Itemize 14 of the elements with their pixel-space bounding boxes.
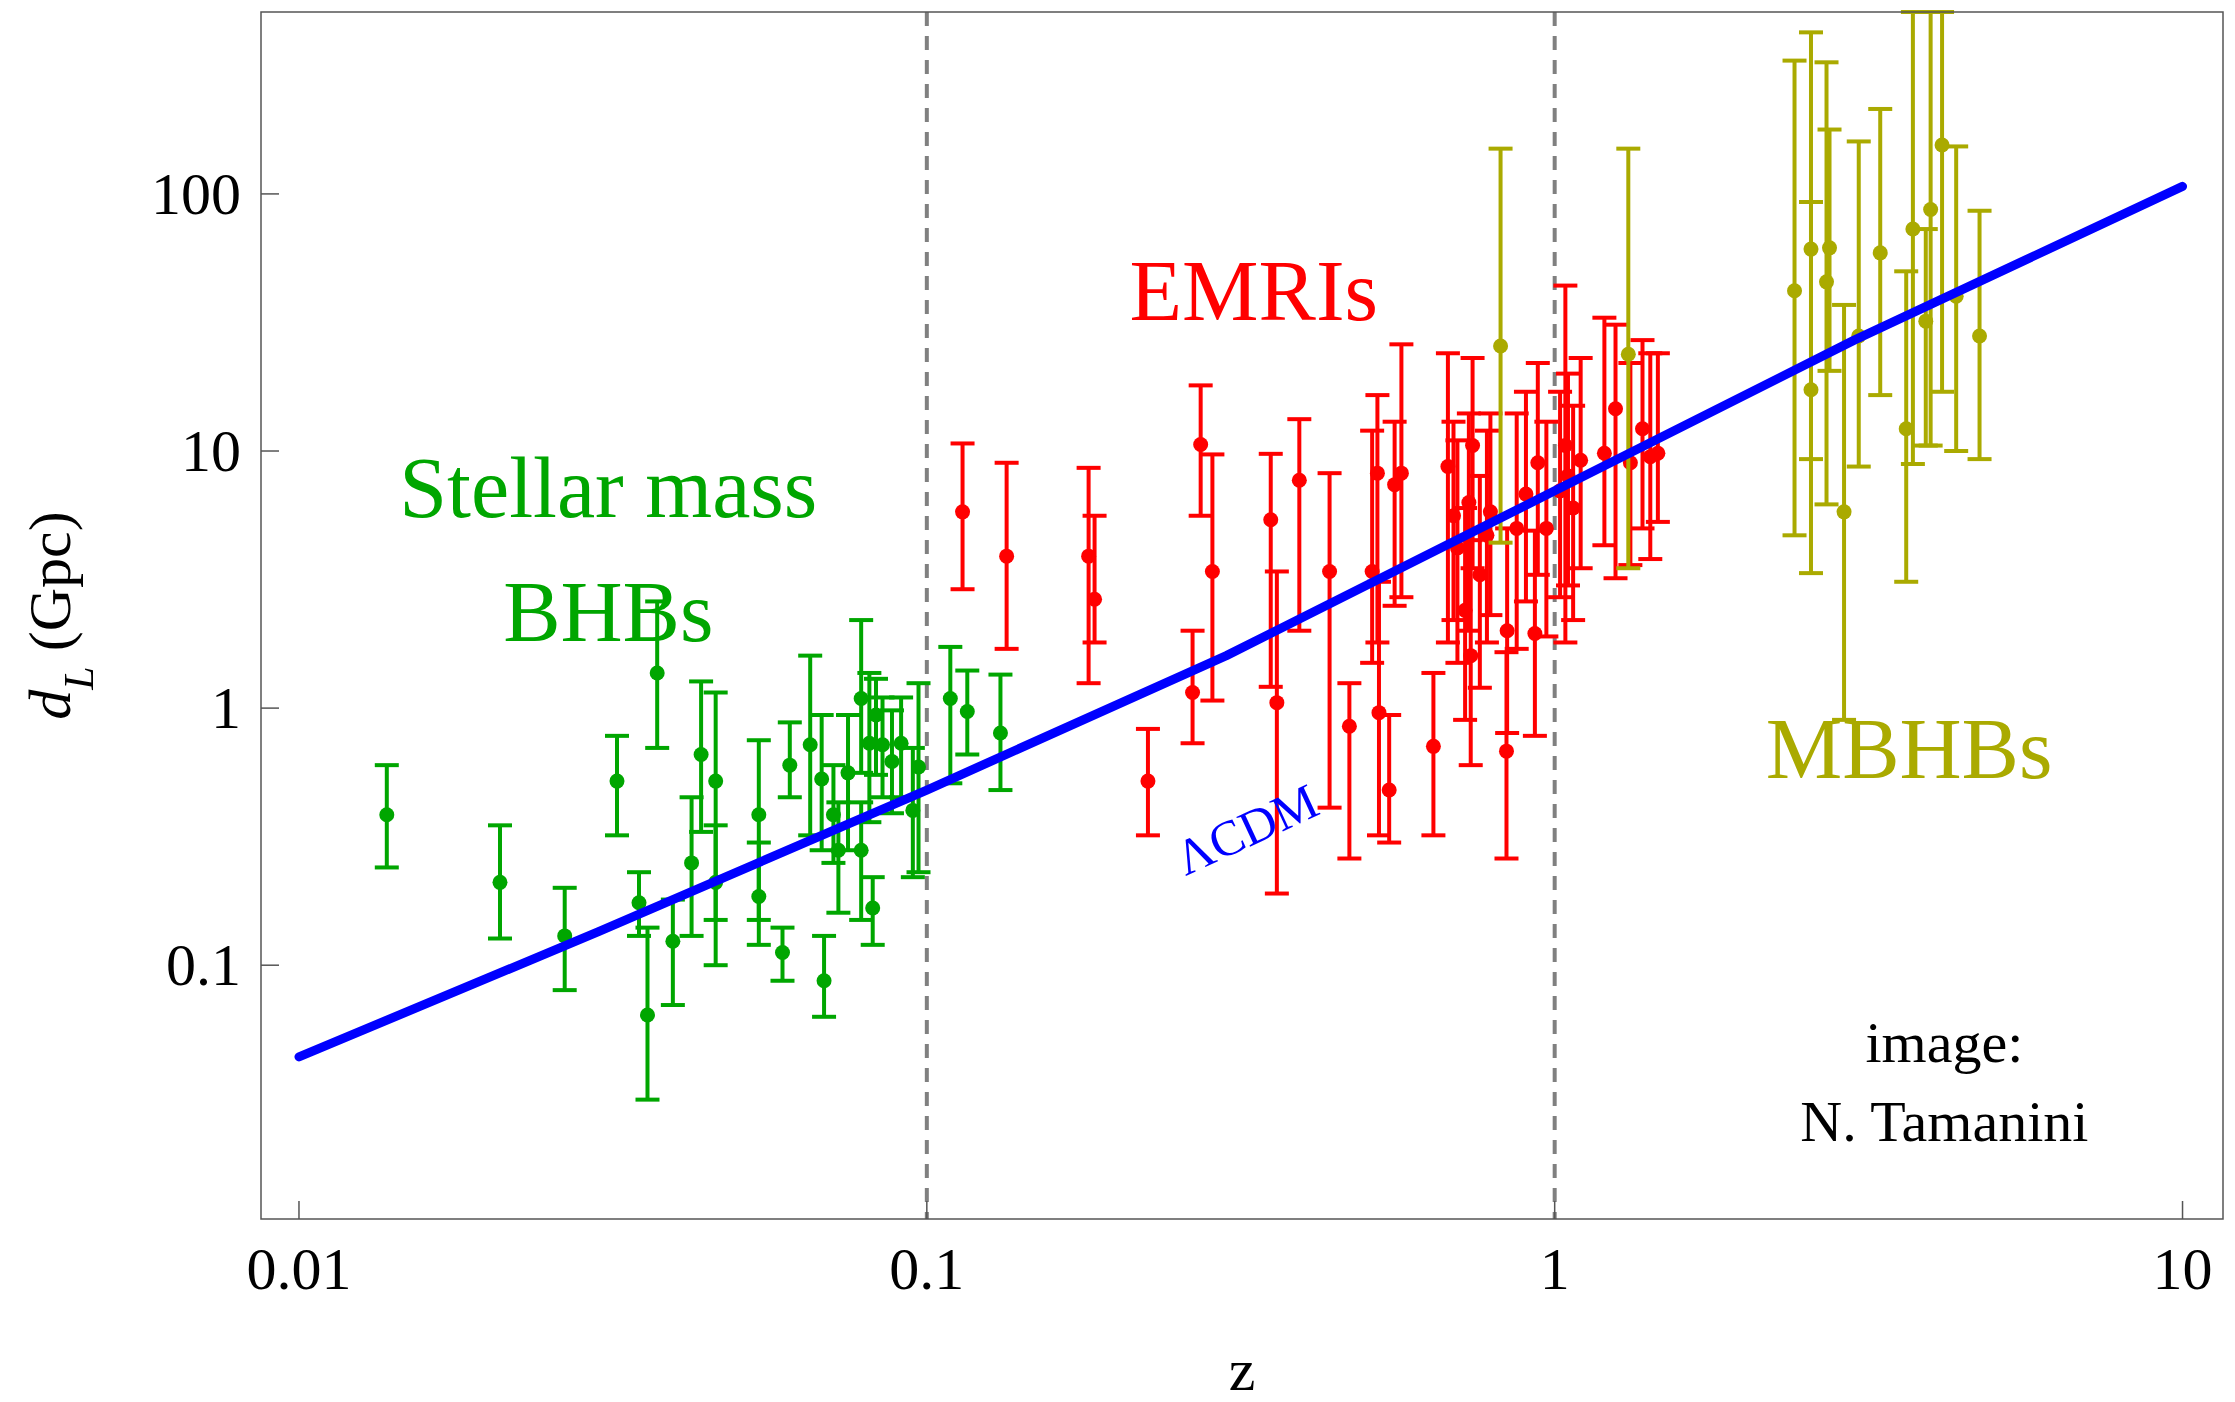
y-tick-label: 100 xyxy=(151,160,241,227)
y-tick-label: 10 xyxy=(181,418,241,485)
annotation: N. Tamanini xyxy=(1800,1088,2089,1154)
y-tick-label: 1 xyxy=(211,675,241,742)
series-label: EMRIs xyxy=(1129,242,1379,339)
y-tick-label: 0.1 xyxy=(166,932,241,999)
annotation: image: xyxy=(1865,1010,2024,1076)
series-label: Stellar mass BHBs xyxy=(399,439,818,660)
text: MBHBs xyxy=(1765,701,2053,798)
x-tick-label: 0.1 xyxy=(889,1236,965,1302)
x-tick-label: 10 xyxy=(2152,1236,2213,1302)
x-axis-title: z xyxy=(1228,1337,1256,1402)
x-tick-label: 1 xyxy=(1539,1236,1570,1302)
x-tick-label: 0.01 xyxy=(246,1236,352,1302)
